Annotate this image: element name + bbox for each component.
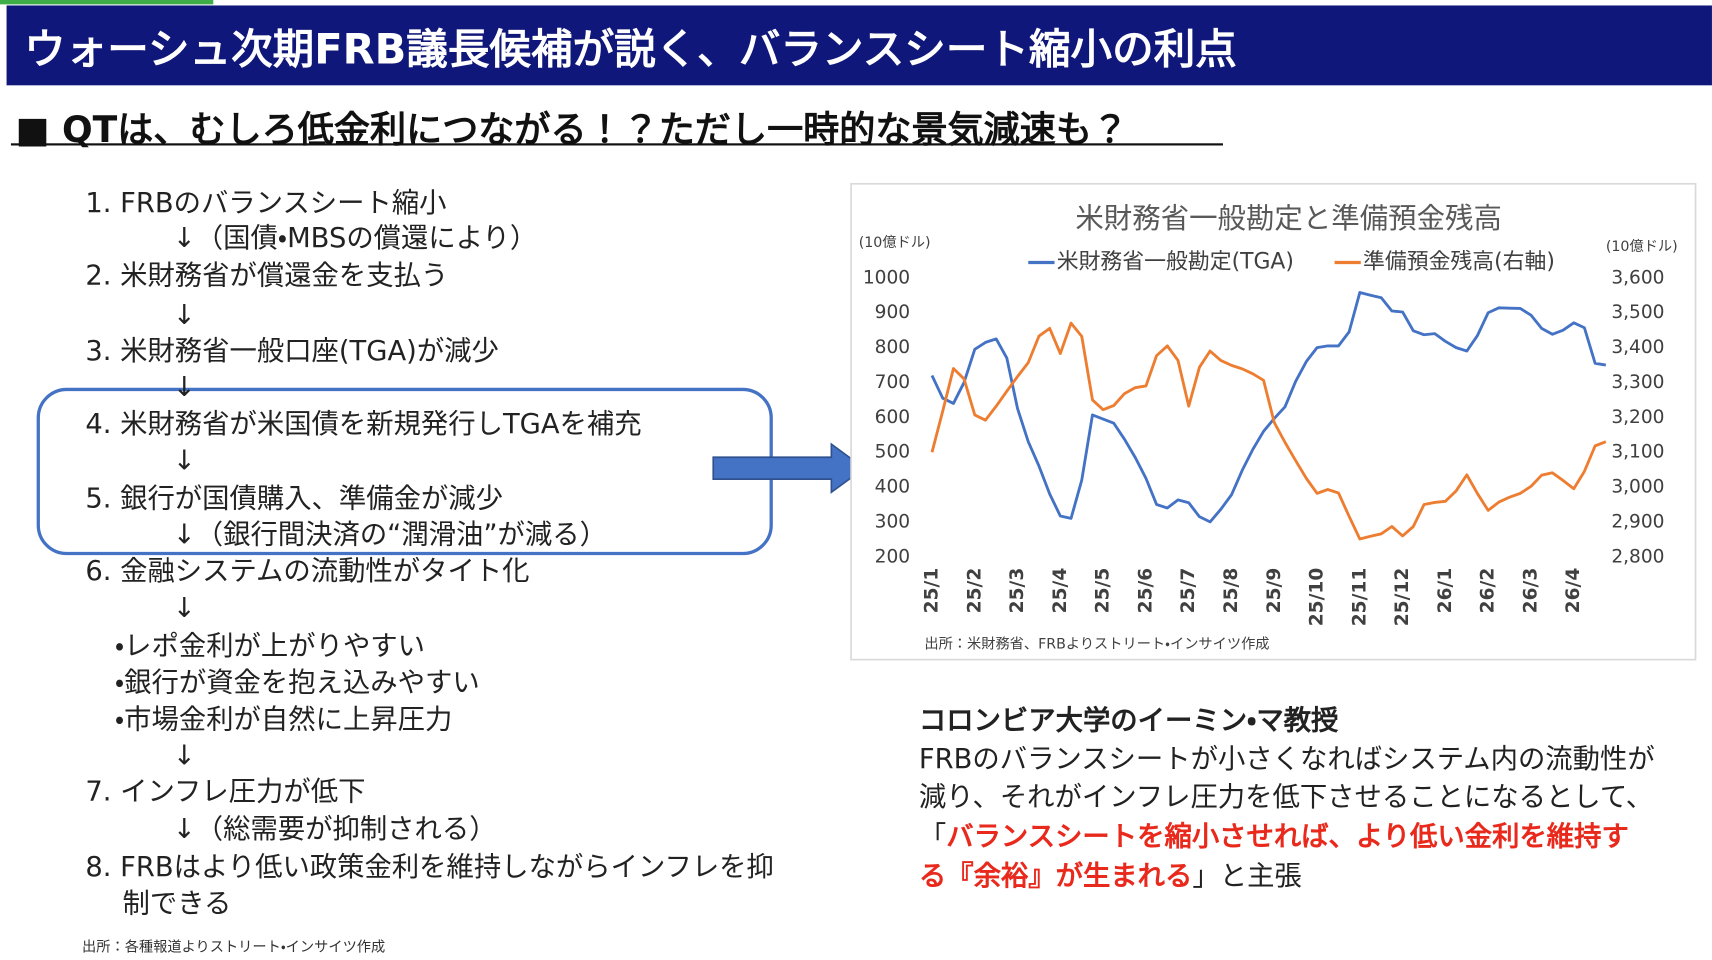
x-tick-label: 25/10 bbox=[1307, 568, 1328, 627]
y2-unit-label: (10億ドル) bbox=[1606, 238, 1678, 255]
legend-label: 米財務省一般勘定(TGA) bbox=[1057, 250, 1294, 275]
step-line: 5. 銀行が国債購入、準備金が減少 bbox=[85, 482, 503, 515]
step-line: ・銀行が資金を抱え込みやすい bbox=[114, 666, 480, 698]
step-line: ↓（銀行間決済の“潤滑油”が減る） bbox=[172, 518, 607, 551]
y-tick-label: 800 bbox=[875, 337, 910, 358]
y2-tick-label: 3,300 bbox=[1611, 372, 1664, 393]
x-tick-label: 25/11 bbox=[1349, 568, 1370, 627]
step-line: ↓ bbox=[172, 444, 196, 476]
step-line: ↓（国債・MBSの償還により） bbox=[172, 222, 538, 254]
series-line bbox=[930, 321, 1607, 541]
y-tick-label: 500 bbox=[875, 442, 910, 463]
x-tick-label: 25/8 bbox=[1221, 568, 1242, 614]
y2-tick-label: 3,500 bbox=[1611, 302, 1664, 323]
arrow bbox=[712, 442, 866, 494]
y2-tick-label: 3,200 bbox=[1611, 407, 1664, 428]
y-tick-label: 900 bbox=[875, 302, 910, 323]
accent-bar bbox=[0, 0, 214, 5]
x-tick-label: 25/12 bbox=[1392, 568, 1413, 627]
step-line: 8. FRBはより低い政策金利を維持しながらインフレを抑 bbox=[85, 851, 774, 883]
y2-tick-label: 3,600 bbox=[1611, 267, 1664, 288]
chart-source: 出所：米財務省、FRBよりストリート・インサイツ作成 bbox=[924, 635, 1269, 652]
quote-line: FRBのバランスシートが小さくなればシステム内の流動性が bbox=[918, 742, 1655, 775]
step-line: 7. インフレ圧力が低下 bbox=[85, 775, 366, 808]
x-tick-label: 25/6 bbox=[1135, 568, 1156, 614]
quote-line: る『余裕』が生まれる」と主張 bbox=[919, 858, 1302, 895]
y-tick-label: 600 bbox=[875, 407, 910, 428]
quote-line: 減り、それがインフレ圧力を低下させることになるとして、 bbox=[918, 781, 1654, 813]
step-line: ↓ bbox=[172, 370, 196, 403]
x-tick-label: 25/1 bbox=[922, 568, 943, 614]
y-tick-label: 700 bbox=[875, 372, 910, 393]
quote-emphasis: る『余裕』が生まれる bbox=[918, 859, 1193, 892]
step-line: 1. FRBのバランスシート縮小 bbox=[85, 187, 447, 219]
title: ウォーシュ次期FRB議長候補が説く、バランスシート縮小の利点 bbox=[24, 25, 1237, 74]
x-tick-label: 25/4 bbox=[1050, 568, 1071, 614]
chart-title: 米財務省一般勘定と準備預金残高 bbox=[1075, 202, 1502, 235]
y2-tick-label: 2,900 bbox=[1611, 511, 1664, 532]
source: 出所：各種報道よりストリート・インサイツ作成 bbox=[82, 939, 386, 957]
x-tick-label: 26/4 bbox=[1563, 568, 1584, 614]
step-line: ・レポ金利が上がりやすい bbox=[114, 630, 425, 662]
step-line: ・市場金利が自然に上昇圧力 bbox=[114, 703, 453, 736]
step-line: ↓ bbox=[172, 739, 196, 772]
y-tick-label: 200 bbox=[875, 546, 910, 567]
step-line: 4. 米財務省が米国債を新規発行しTGAを補充 bbox=[85, 408, 642, 440]
y2-tick-label: 2,800 bbox=[1611, 546, 1664, 567]
step-line: ↓ bbox=[172, 298, 196, 331]
quote-close: 」と主張 bbox=[1192, 859, 1302, 892]
step-line: 6. 金融システムの流動性がタイト化 bbox=[85, 554, 530, 587]
y-tick-label: 400 bbox=[875, 477, 910, 498]
x-tick-label: 25/5 bbox=[1093, 568, 1114, 614]
step-line: ↓ bbox=[172, 591, 196, 624]
x-tick-label: 26/1 bbox=[1435, 568, 1456, 614]
title-bar bbox=[6, 5, 1712, 86]
legend-label: 準備預金残高(右軸) bbox=[1363, 250, 1555, 275]
step-line: 3. 米財務省一般口座(TGA)が減少 bbox=[85, 334, 499, 367]
quote-line: 「バランスシートを縮小させれば、より低い金利を維持す bbox=[919, 818, 1629, 855]
y2-tick-label: 3,000 bbox=[1611, 477, 1664, 498]
step-line: 2. 米財務省が償還金を支払う bbox=[85, 259, 449, 291]
step-line: 制できる bbox=[122, 887, 232, 919]
x-tick-label: 25/3 bbox=[1007, 568, 1028, 614]
quote-open: 「 bbox=[918, 820, 947, 853]
y-tick-label: 1000 bbox=[863, 267, 910, 288]
subtitle-underline bbox=[10, 143, 1223, 146]
quote-emphasis: バランスシートを縮小させれば、より低い金利を維持す bbox=[946, 820, 1629, 853]
x-tick-label: 25/7 bbox=[1178, 568, 1199, 614]
y2-tick-label: 3,400 bbox=[1611, 337, 1664, 358]
x-tick-label: 26/3 bbox=[1520, 568, 1541, 614]
series-line bbox=[930, 291, 1607, 524]
quote-speaker: コロンビア大学のイーミン・マ教授 bbox=[918, 704, 1339, 737]
y-tick-label: 300 bbox=[875, 511, 910, 532]
y2-tick-label: 3,100 bbox=[1611, 442, 1664, 463]
x-tick-label: 26/2 bbox=[1478, 568, 1499, 614]
x-tick-label: 25/9 bbox=[1264, 568, 1285, 614]
step-line: ↓（総需要が抑制される） bbox=[172, 812, 497, 845]
x-tick-label: 25/2 bbox=[964, 568, 985, 614]
y-unit-label: (10億ドル) bbox=[859, 234, 931, 251]
